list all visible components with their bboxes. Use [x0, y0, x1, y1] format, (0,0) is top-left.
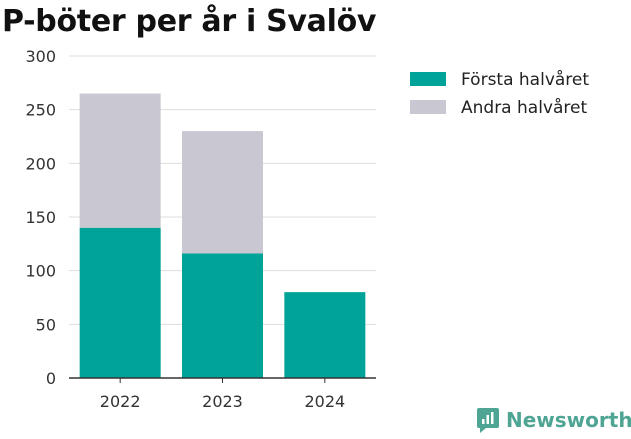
legend-label: Andra halvåret: [461, 97, 587, 118]
y-tick-label: 0: [46, 369, 56, 388]
y-tick-label: 150: [25, 208, 56, 227]
y-tick-label: 100: [25, 262, 56, 281]
brand-name: Newsworthy: [506, 408, 631, 432]
y-tick-label: 250: [25, 101, 56, 120]
legend-swatch: [410, 100, 446, 114]
bar-segment: [79, 227, 161, 378]
brand-logo: Newsworthy: [476, 406, 631, 434]
bar-segment: [182, 253, 263, 378]
x-tick-label: 2024: [304, 392, 345, 411]
legend-label: Första halvåret: [461, 69, 589, 90]
chart-title: P-böter per år i Svalöv: [2, 4, 377, 39]
bar-segment: [79, 93, 161, 228]
legend-swatch: [410, 72, 446, 86]
newsworthy-logo-icon: [477, 408, 499, 433]
y-tick-label: 50: [36, 315, 56, 334]
x-tick-label: 2023: [202, 392, 243, 411]
bar-segment: [284, 292, 366, 378]
x-tick-label: 2022: [100, 392, 141, 411]
bar-segment: [182, 131, 263, 254]
y-tick-label: 200: [25, 154, 56, 173]
y-tick-label: 300: [25, 47, 56, 66]
